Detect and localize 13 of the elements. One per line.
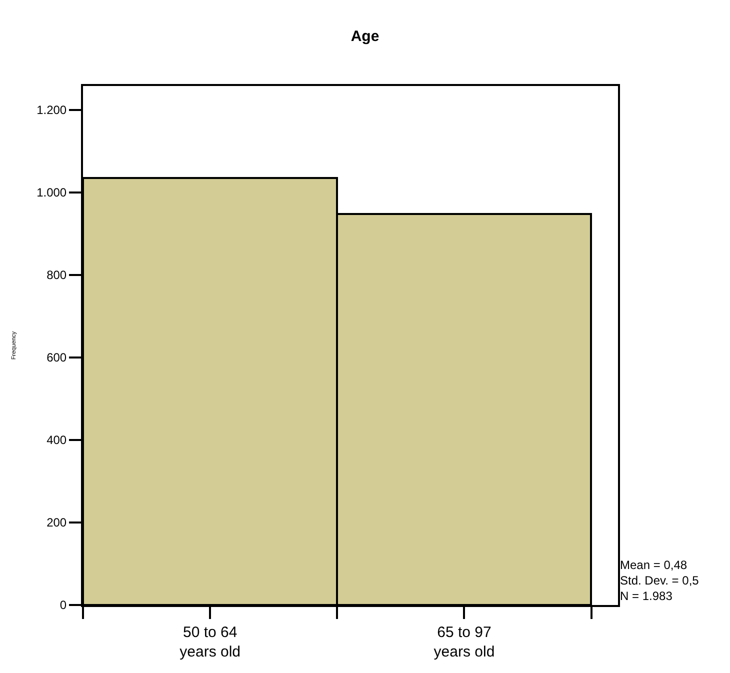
annotation: Std. Dev. = 0,5	[620, 574, 700, 588]
y-tick-label: 600	[46, 350, 67, 365]
annotation: Mean = 0,48	[620, 558, 688, 572]
chart-title: Age	[350, 28, 380, 45]
y-tick-label: 400	[46, 433, 67, 448]
x-tick-label: 65 to 97 years old	[434, 624, 495, 660]
y-tick-label: 1.200	[36, 103, 67, 118]
y-tick-label: 0	[60, 598, 67, 612]
annotation: N = 1.983	[620, 589, 673, 604]
y-tick-label: 800	[46, 268, 67, 282]
y-tick-label: 1.000	[36, 186, 67, 200]
x-tick-label: 50 to 64 years old	[180, 624, 241, 660]
y-tick-label: 200	[46, 516, 67, 530]
